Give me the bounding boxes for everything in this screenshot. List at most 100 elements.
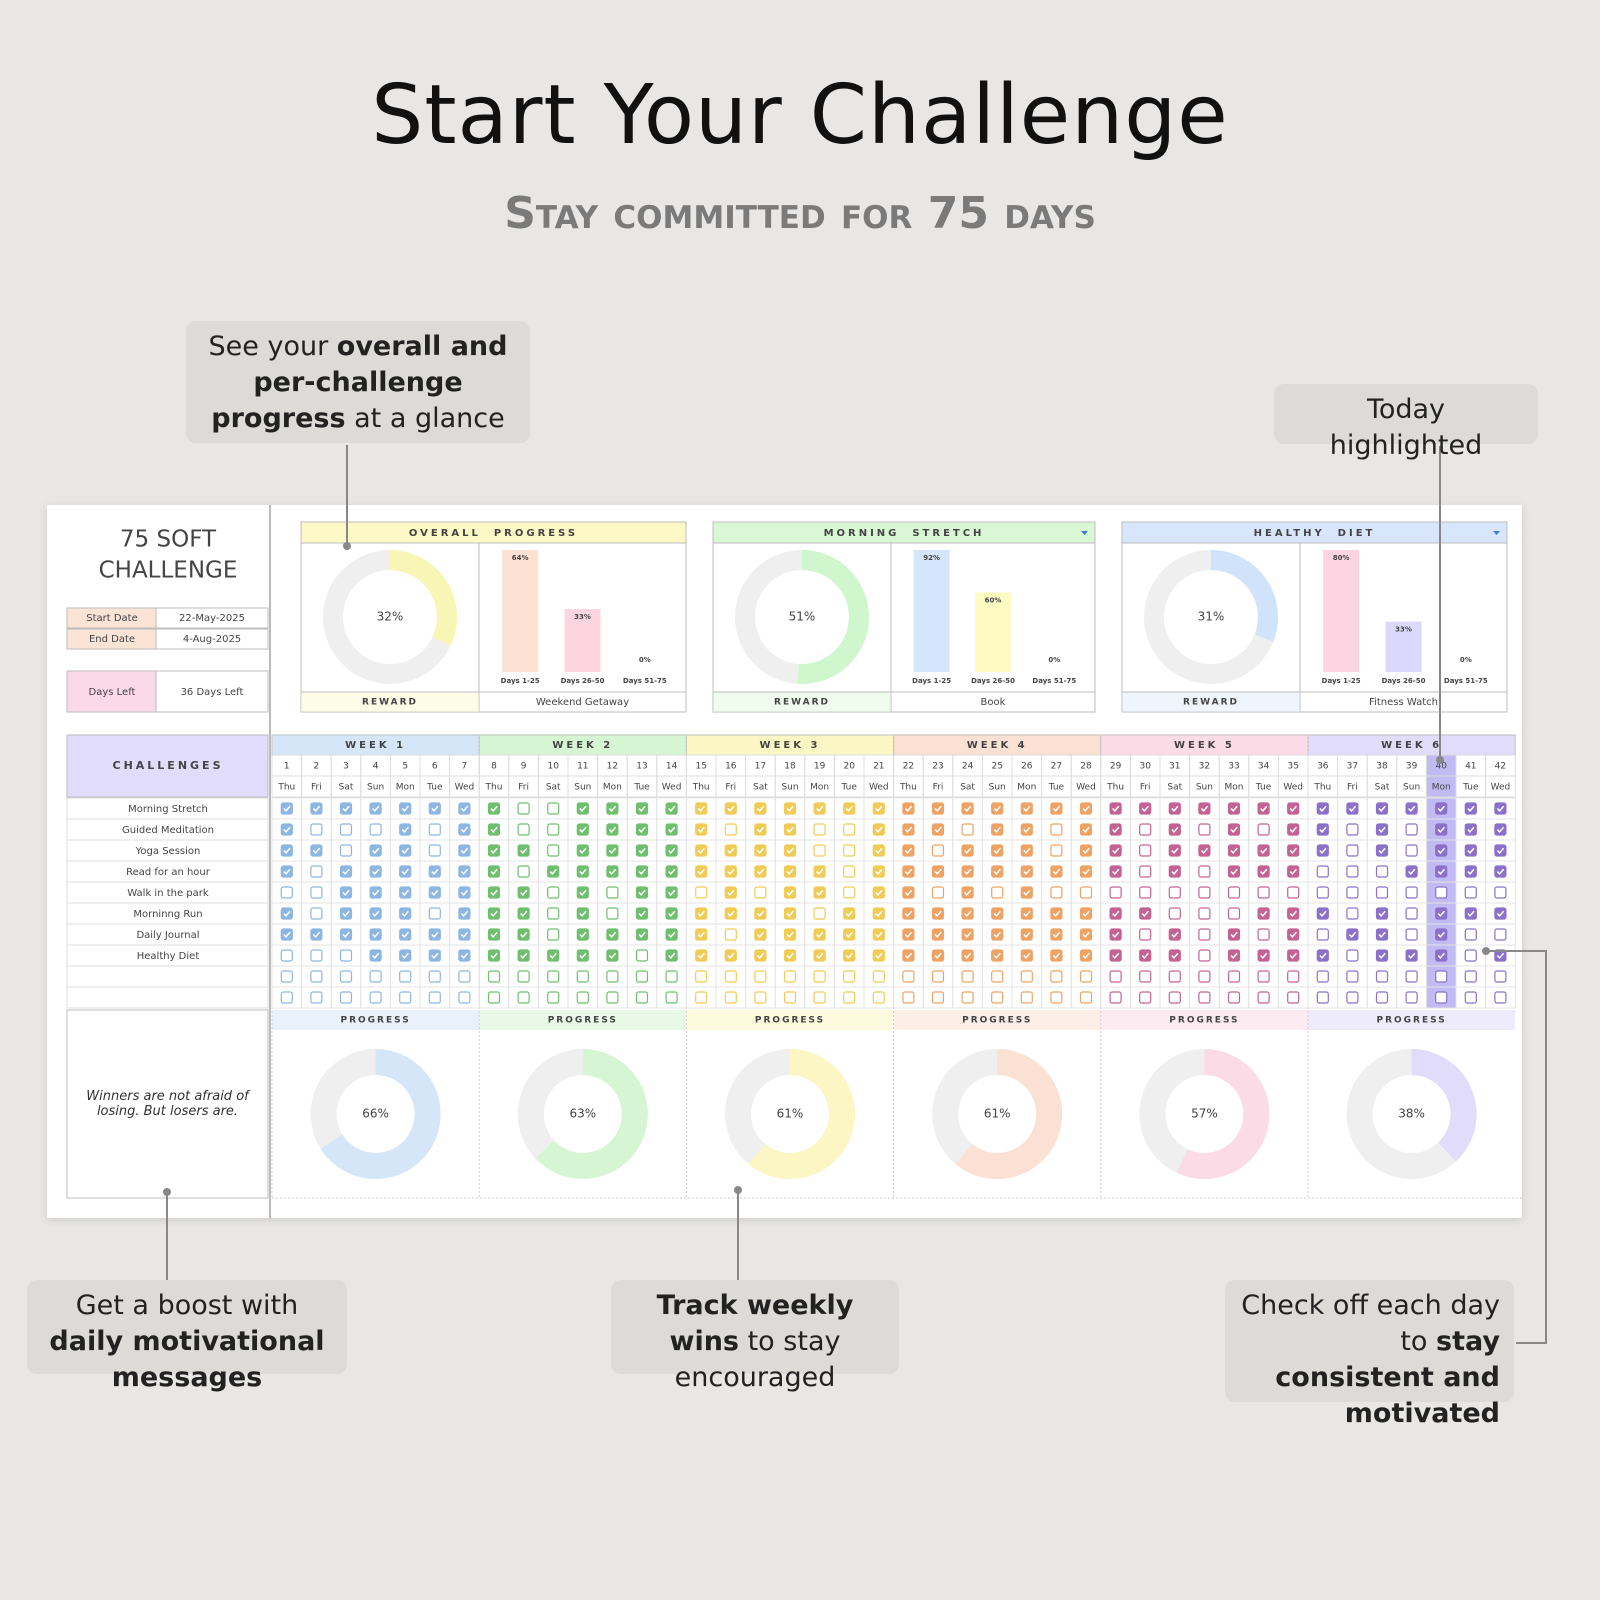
checkmark: [1082, 826, 1090, 834]
checkbox: [1316, 886, 1329, 899]
checkbox: [635, 823, 649, 836]
checkmark: [668, 805, 676, 813]
checkbox: [428, 865, 441, 878]
checkmark: [1437, 847, 1445, 855]
checkbox: [1050, 970, 1063, 983]
checkbox: [1316, 970, 1329, 983]
panel-title: MORNING STRETCH: [824, 528, 985, 539]
weekday: Wed: [1491, 783, 1511, 793]
callout-text: daily motivational messages: [49, 1326, 325, 1393]
checkbox: [1435, 928, 1448, 941]
checkbox: [754, 949, 767, 962]
checkbox: [1020, 886, 1033, 899]
day-number: 7: [462, 762, 468, 772]
checkbox: [339, 907, 353, 920]
challenges-header-text: CHALLENGES: [113, 759, 224, 772]
checkbox: [576, 865, 589, 878]
challenge-name: Morning Stretch: [128, 804, 208, 815]
day-number: 4: [373, 762, 379, 772]
checkmark: [993, 847, 1001, 855]
checkbox: [872, 970, 885, 983]
checkbox: [991, 823, 1004, 836]
checkbox: [339, 823, 353, 836]
checkmark: [727, 889, 735, 897]
day-number: 1: [284, 762, 290, 772]
checkbox: [1287, 886, 1300, 899]
checkmark: [342, 805, 350, 813]
challenge-name: Walk in the park: [127, 888, 209, 899]
checkmark: [816, 805, 824, 813]
checkmark: [1496, 847, 1505, 855]
checkmark: [1319, 910, 1327, 918]
checkbox: [280, 949, 293, 962]
challenge-name: Morninng Run: [133, 909, 202, 920]
checkbox: [1494, 907, 1507, 920]
checkbox: [1464, 844, 1477, 857]
checkbox: [1287, 802, 1300, 815]
checkmark: [579, 952, 587, 960]
checkbox: [1494, 823, 1507, 836]
checkmark: [608, 826, 617, 834]
bar-category: Days 51-75: [1032, 677, 1076, 685]
checkbox: [1109, 949, 1122, 962]
checkbox: [783, 844, 797, 857]
bar-category: Days 26-50: [1382, 677, 1426, 685]
checkmark: [964, 805, 972, 813]
checkmark: [520, 931, 528, 939]
progress-header: [893, 1010, 1101, 1030]
grid-cell: [1485, 986, 1516, 1009]
checkmark: [460, 931, 469, 939]
checkbox: [1139, 970, 1152, 983]
checkmark: [668, 826, 676, 834]
weekday: Tue: [1048, 783, 1065, 793]
dropdown-arrow: [1493, 531, 1500, 535]
reward-label-cell: [713, 692, 891, 712]
checkbox: [872, 823, 885, 836]
checkbox: [1316, 802, 1329, 815]
checkbox: [1109, 823, 1122, 836]
donut-arc: [932, 1049, 1063, 1179]
weekday: Sun: [367, 783, 384, 793]
checkmark: [1082, 868, 1090, 876]
checkbox: [576, 907, 589, 920]
checkbox: [399, 865, 412, 878]
donut-arc: [1144, 550, 1278, 684]
checkbox: [1346, 823, 1359, 836]
dropdown-arrow: [1081, 531, 1088, 535]
bar-category: Days 26-50: [971, 677, 1015, 685]
checkbox: [1079, 886, 1093, 899]
checkbox: [1405, 970, 1418, 983]
checkbox: [931, 802, 945, 815]
challenge-name: Read for an hour: [126, 867, 211, 878]
callout-text: overall and per-challenge progress: [211, 331, 508, 434]
checkbox: [1405, 949, 1418, 962]
day-number: 8: [491, 762, 497, 772]
checkbox: [1020, 907, 1033, 920]
checkmark: [964, 847, 972, 855]
checkmark: [579, 826, 587, 834]
checkbox: [1168, 844, 1181, 857]
checkmark: [756, 805, 765, 813]
progress-header: [1308, 1010, 1516, 1030]
checkmark: [1260, 952, 1268, 960]
checkmark: [1112, 931, 1120, 939]
bar-value-label: 0%: [639, 656, 651, 664]
checkbox: [991, 802, 1004, 815]
checkbox: [665, 823, 678, 836]
bar-value-label: 0%: [1048, 656, 1060, 664]
connector-dot: [1482, 947, 1490, 955]
checkmark: [608, 805, 617, 813]
checkbox: [1079, 949, 1093, 962]
checkbox: [1316, 949, 1329, 962]
checkbox: [724, 928, 737, 941]
checkbox: [576, 928, 589, 941]
checkbox: [665, 844, 678, 857]
checkmark: [431, 952, 439, 960]
bar-value-label: 80%: [1333, 554, 1350, 562]
checkmark: [312, 931, 321, 939]
checkmark: [460, 952, 469, 960]
checkmark: [342, 868, 350, 876]
checkmark: [1082, 952, 1090, 960]
weekday: Tue: [426, 783, 443, 793]
checkmark: [431, 931, 439, 939]
